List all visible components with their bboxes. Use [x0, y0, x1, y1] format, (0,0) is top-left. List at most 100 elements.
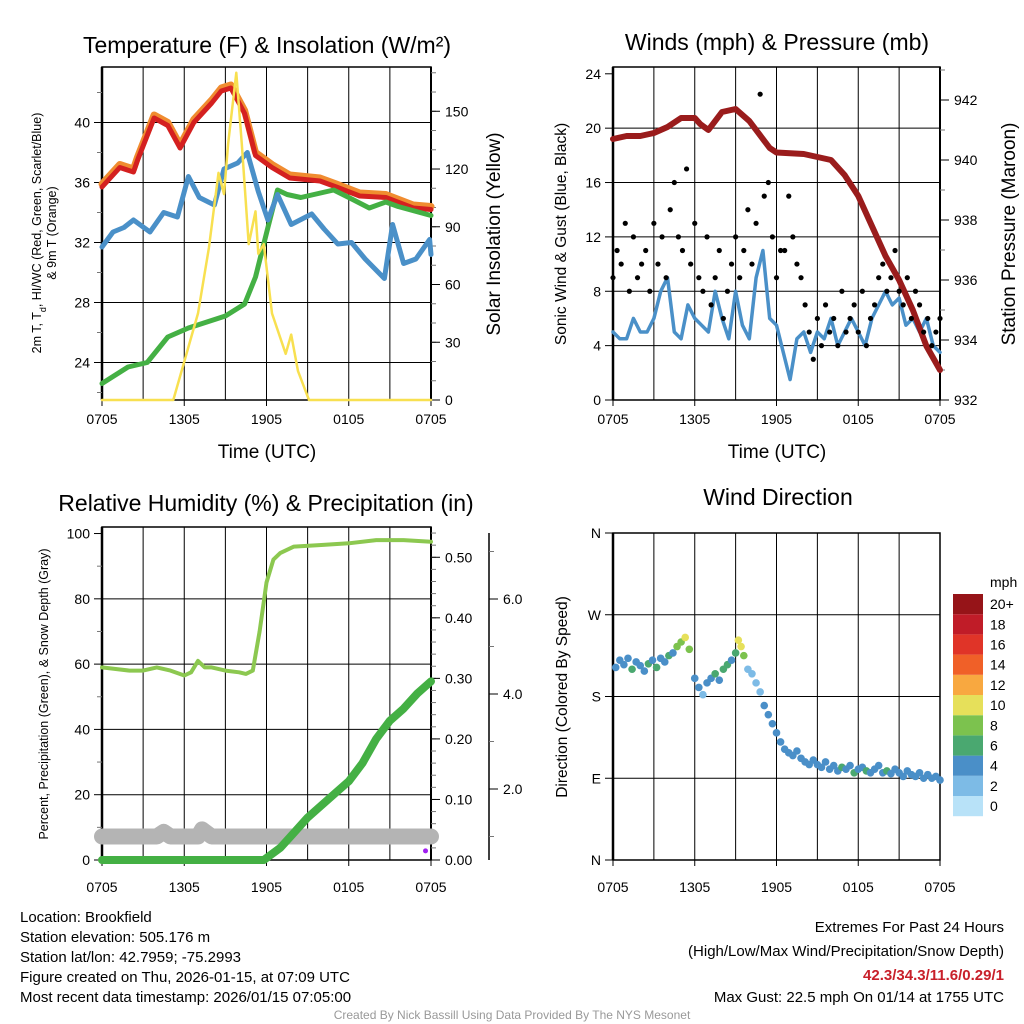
- y-tick-label: 60: [74, 656, 90, 672]
- gust-point: [614, 247, 620, 254]
- gust-point: [659, 234, 665, 240]
- x-tick-label: 0105: [843, 411, 874, 427]
- x-tick-label: 0705: [597, 411, 628, 427]
- gust-point: [839, 288, 845, 294]
- gust-point: [769, 234, 776, 240]
- gust-point: [810, 356, 816, 362]
- direction-point: [740, 651, 748, 660]
- x-tick-label: 1305: [169, 411, 200, 427]
- direction-point: [793, 747, 801, 755]
- winds-y-label: Sonic Wind & Gust (Blue, Black): [553, 123, 570, 345]
- direction-point: [776, 738, 785, 746]
- direction-point: [652, 663, 661, 672]
- gust-point: [859, 288, 865, 294]
- y-tick-label: 32: [74, 235, 90, 251]
- gust-point: [737, 275, 743, 281]
- x-tick-label: 1905: [761, 879, 792, 895]
- x-tick-label: 1905: [251, 411, 282, 427]
- gust-point: [851, 302, 857, 308]
- direction-point: [748, 669, 756, 678]
- gust-point: [643, 247, 649, 254]
- gust-point: [757, 91, 763, 97]
- colorbar-label: 20+: [990, 596, 1014, 612]
- gust-point: [831, 315, 837, 322]
- y-tick-label: W: [588, 607, 602, 623]
- temperature-y-label: 2m T, Td, HI/WC (Red, Green, Scarlet/Blu…: [30, 113, 48, 354]
- y-tick-label: 20: [74, 787, 90, 803]
- gust-point: [863, 343, 870, 349]
- colorbar-label: 2: [990, 778, 998, 794]
- gust-point: [745, 207, 751, 213]
- direction-point: [669, 649, 677, 657]
- y-tick-label: 28: [74, 295, 90, 311]
- gust-point: [880, 261, 886, 267]
- y-tick-label: 20: [585, 120, 601, 136]
- precipitation-tick-label: 0.10: [445, 791, 472, 807]
- colorbar-label: 8: [990, 717, 998, 733]
- x-tick-label: 0705: [415, 411, 446, 427]
- gust-point: [724, 288, 731, 294]
- x-tick-label: 0105: [333, 879, 364, 895]
- gust-point: [683, 166, 690, 172]
- x-tick-label: 0705: [415, 879, 446, 895]
- gust-point: [675, 234, 682, 240]
- direction-point: [821, 758, 830, 766]
- humidity-y-label: Percent, Precipitation (Green), & Snow D…: [37, 548, 51, 839]
- gust-point: [892, 247, 898, 254]
- direction-point: [764, 710, 773, 719]
- gust-point: [912, 288, 919, 294]
- gust-point: [655, 261, 661, 267]
- x-tick-label: 1305: [679, 879, 710, 895]
- gust-point: [761, 193, 767, 199]
- extremes-values: 42.3/34.3/11.6/0.29/1: [863, 967, 1004, 984]
- figure-created: Figure created on Thu, 2026-01-15, at 07…: [20, 969, 350, 986]
- y-tick-label: E: [592, 770, 601, 786]
- y-tick-label: 12: [585, 229, 601, 245]
- precipitation-tick-label: 0.00: [445, 852, 472, 868]
- insolation-tick-label: 90: [445, 219, 461, 235]
- gust-point: [802, 302, 808, 308]
- colorbar-swatch: [953, 594, 983, 615]
- direction-point: [899, 772, 908, 781]
- gust-point: [790, 234, 796, 240]
- y-tick-label: N: [591, 525, 601, 541]
- max-gust: Max Gust: 22.5 mph On 01/14 at 1755 UTC: [714, 989, 1004, 1006]
- temperature-x-label: Time (UTC): [218, 442, 317, 463]
- gust-point: [696, 275, 702, 281]
- pressure-tick-label: 936: [954, 272, 978, 288]
- gust-point: [765, 179, 771, 186]
- direction-point: [699, 690, 707, 699]
- y-tick-label: 0: [82, 852, 90, 868]
- direction-point: [936, 776, 944, 784]
- colorbar-label: 10: [990, 697, 1006, 713]
- colorbar-swatch: [953, 796, 983, 817]
- insolation-tick-label: 150: [445, 103, 469, 119]
- direction-point: [620, 660, 628, 669]
- direction-point: [715, 676, 724, 684]
- gust-point: [712, 275, 718, 281]
- colorbar-label: 4: [990, 758, 998, 774]
- series-snow-depth: [94, 821, 439, 845]
- gust-point: [610, 275, 616, 281]
- gust-point: [728, 261, 735, 267]
- colorbar-label: 6: [990, 738, 998, 754]
- direction-point: [640, 667, 649, 675]
- gust-point: [630, 234, 637, 240]
- gust-point: [733, 234, 739, 240]
- direction-point: [756, 688, 764, 696]
- colorbar-swatch: [953, 695, 983, 716]
- direction-point: [772, 729, 781, 737]
- direction-point: [727, 656, 736, 664]
- direction-point: [846, 761, 854, 770]
- gust-point: [671, 179, 677, 186]
- gust-point: [753, 220, 759, 226]
- direction-point: [752, 679, 760, 687]
- gust-point: [798, 275, 804, 281]
- gust-point: [872, 302, 878, 308]
- series-wind-chill: [99, 150, 434, 281]
- colorbar-swatch: [953, 715, 983, 736]
- x-tick-label: 1305: [169, 879, 200, 895]
- direction-point: [829, 761, 838, 770]
- temperature-panel-title: Temperature (F) & Insolation (W/m²): [83, 32, 451, 58]
- gust-point: [818, 343, 825, 349]
